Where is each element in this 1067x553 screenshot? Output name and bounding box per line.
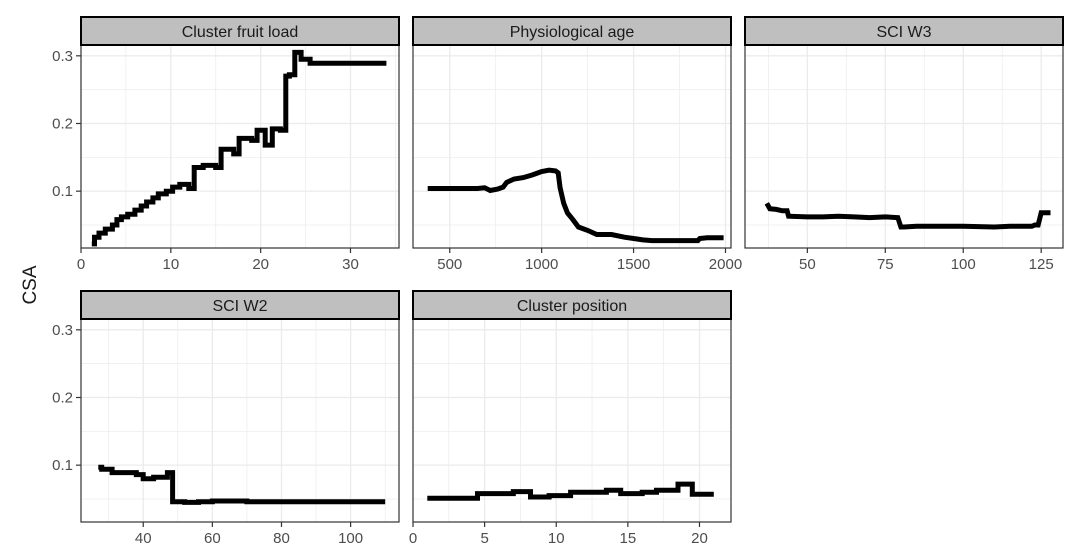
- x-tick-label: 2000: [709, 256, 742, 273]
- panel-background: [413, 45, 731, 248]
- x-tick-label: 60: [204, 530, 221, 547]
- y-tick-label: 0.3: [52, 322, 73, 339]
- x-tick-label: 100: [951, 256, 976, 273]
- x-tick-label: 20: [252, 256, 269, 273]
- strip-label: SCI W2: [212, 298, 267, 315]
- x-tick-label: 80: [273, 530, 290, 547]
- y-tick-label: 0.2: [52, 115, 73, 132]
- panel-physiological-age: Physiological age 500 1000 1500 2000: [412, 16, 742, 273]
- x-tick-label: 0: [409, 530, 417, 547]
- panel-sci-w3: SCI W3 50 75 100 125: [744, 16, 1064, 273]
- x-tick-label: 50: [799, 256, 816, 273]
- x-tick-label: 75: [877, 256, 894, 273]
- series-line-cluster-fruit-load: [91, 49, 387, 247]
- strip-label: Cluster position: [517, 298, 627, 315]
- series-line-sci-w3: [764, 202, 1051, 230]
- x-tick-label: 10: [548, 530, 565, 547]
- strip-cluster-position: [412, 290, 732, 320]
- x-tick-label: 20: [691, 530, 708, 547]
- x-tick-label: 100: [338, 530, 363, 547]
- x-tick-label: 1000: [525, 256, 558, 273]
- y-tick-label: 0.3: [52, 48, 73, 65]
- y-tick-label: 0.2: [52, 389, 73, 406]
- x-tick-label: 5: [480, 530, 488, 547]
- x-tick-label: 1500: [617, 256, 650, 273]
- panel-sci-w2: SCI W2 40 60 80 100 0.1 0.2 0.3: [52, 290, 400, 547]
- x-tick-label: 0: [77, 256, 85, 273]
- panel-cluster-position: Cluster position 0 5 10 15 20: [409, 290, 732, 547]
- series-line-sci-w2: [98, 464, 386, 505]
- x-tick-label: 10: [162, 256, 179, 273]
- x-tick-label: 500: [437, 256, 462, 273]
- y-tick-label: 0.1: [52, 183, 73, 200]
- x-tick-label: 125: [1029, 256, 1054, 273]
- strip-sci-w2: [80, 290, 400, 320]
- x-tick-label: 30: [342, 256, 359, 273]
- y-tick-label: 0.1: [52, 457, 73, 474]
- strip-cluster-fruit-load: [80, 16, 400, 46]
- strip-label: Cluster fruit load: [182, 24, 299, 41]
- panel-background: [81, 319, 399, 522]
- panel-cluster-fruit-load: Cluster fruit load 0 10 20 30 0.1 0.2 0.3: [52, 16, 400, 273]
- x-tick-label: 15: [620, 530, 637, 547]
- series-line-physiological-age: [427, 167, 724, 244]
- series-line-cluster-position: [427, 481, 714, 501]
- strip-sci-w3: [744, 16, 1064, 46]
- y-axis-title: CSA: [20, 265, 41, 304]
- strip-label: SCI W3: [876, 24, 931, 41]
- strip-physiological-age: [412, 16, 732, 46]
- strip-label: Physiological age: [510, 24, 635, 41]
- x-tick-label: 40: [135, 530, 152, 547]
